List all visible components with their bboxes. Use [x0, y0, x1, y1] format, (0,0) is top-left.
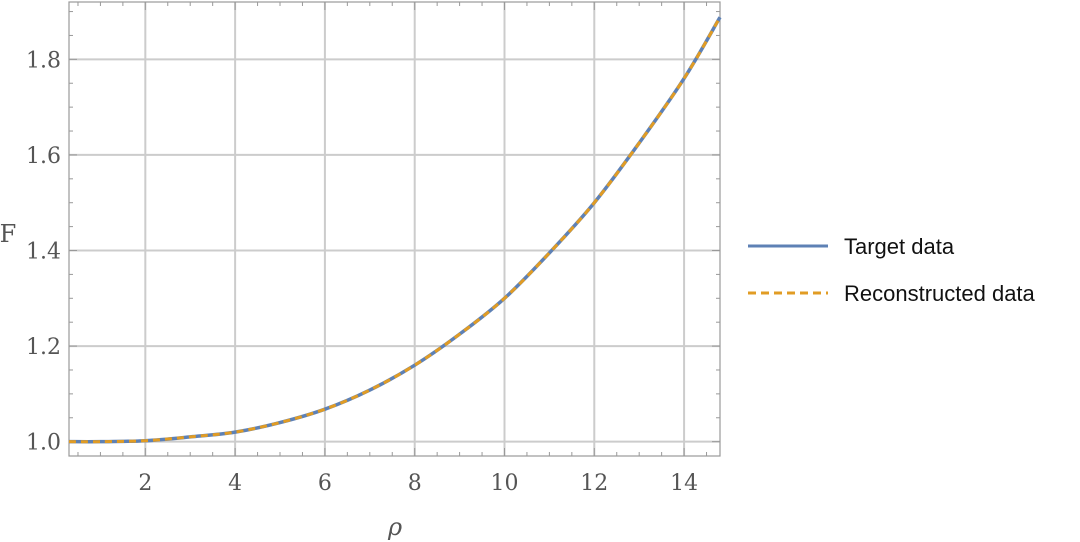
legend: Target data Reconstructed data — [748, 234, 1036, 306]
grid-lines — [69, 2, 720, 456]
x-tick-label: 12 — [580, 471, 608, 496]
minor-ticks — [69, 2, 720, 456]
x-tick-label: 10 — [490, 471, 518, 496]
legend-label-target-data: Target data — [844, 234, 955, 259]
y-tick-label: 1.4 — [26, 240, 61, 265]
plot-frame — [68, 1, 721, 457]
x-tick-label: 8 — [408, 471, 422, 496]
y-tick-labels: 1.0 1.2 1.4 1.6 1.8 — [26, 48, 61, 455]
x-axis-title: ρ — [387, 513, 402, 541]
y-axis-title: F — [0, 220, 16, 248]
y-tick-label: 1.2 — [26, 335, 61, 360]
series-line-reconstructed-data — [68, 16, 722, 444]
series-line-target-data — [68, 16, 722, 444]
x-tick-labels: 2 4 6 8 10 12 14 — [138, 471, 698, 496]
series-layer — [68, 16, 722, 444]
x-tick-label: 4 — [228, 471, 242, 496]
y-tick-label: 1.8 — [26, 48, 61, 73]
legend-label-reconstructed-data: Reconstructed data — [844, 281, 1036, 306]
y-tick-label: 1.0 — [26, 431, 61, 456]
x-tick-label: 6 — [318, 471, 332, 496]
y-tick-label: 1.6 — [26, 144, 61, 169]
x-tick-label: 2 — [138, 471, 152, 496]
x-tick-label: 14 — [670, 471, 698, 496]
